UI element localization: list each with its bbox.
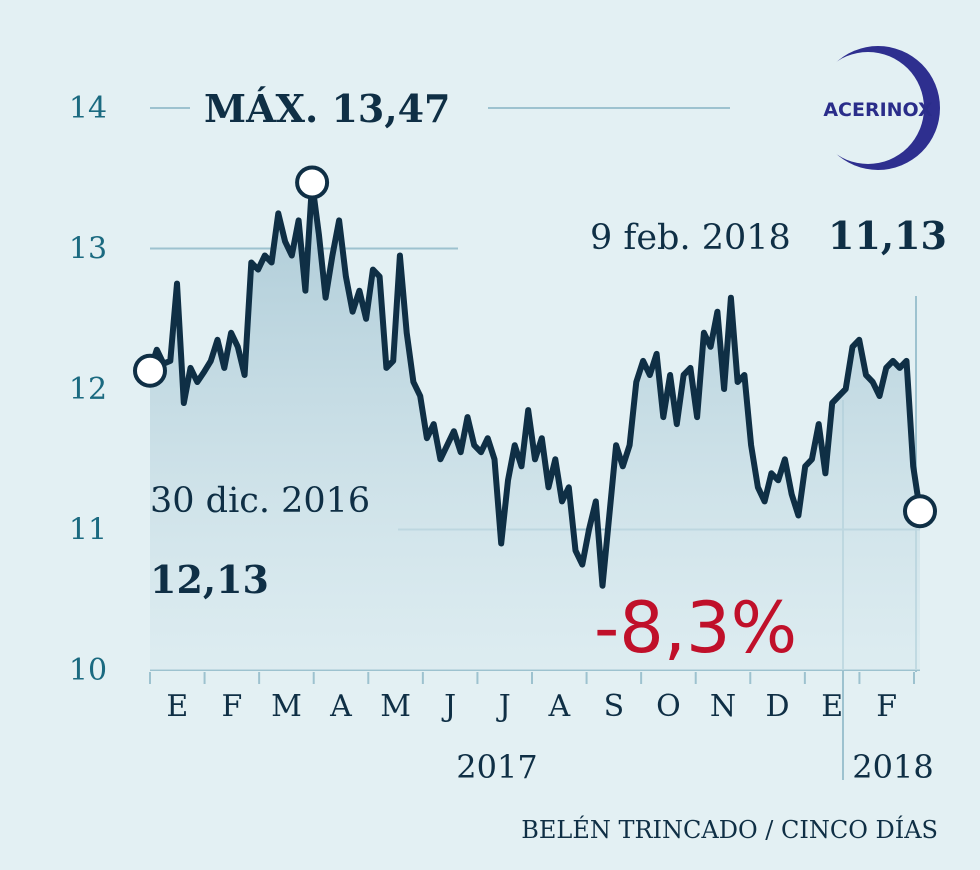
month-label-6: J <box>496 689 511 724</box>
month-label-9: O <box>656 689 681 724</box>
y-axis: 10 11 12 13 14 <box>69 91 107 688</box>
start-date-label: 30 dic. 2016 <box>150 481 370 521</box>
month-label-13: F <box>876 689 897 724</box>
end-marker <box>903 494 937 529</box>
change-label: -8,3% <box>594 587 797 669</box>
month-label-10: N <box>710 689 736 724</box>
logo-inner <box>812 52 924 164</box>
year-label-2018: 2018 <box>852 748 933 786</box>
end-date-label: 9 feb. 2018 <box>590 218 791 258</box>
month-label-1: F <box>221 689 242 724</box>
y-tick-label-14: 14 <box>69 91 107 126</box>
price-area <box>150 182 920 670</box>
month-label-11: D <box>766 689 790 724</box>
price-line <box>147 179 923 589</box>
markers <box>133 165 937 529</box>
month-label-0: E <box>166 689 188 724</box>
y-tick-label-11: 11 <box>69 513 107 548</box>
max-label: MÁX. 13,47 <box>204 86 450 131</box>
logo-text: ACERINOX <box>823 99 933 121</box>
y-tick-label-13: 13 <box>69 232 107 267</box>
year-label-2017: 2017 <box>456 748 537 786</box>
y-tick-label-10: 10 <box>69 653 107 688</box>
price-line-path <box>147 179 923 589</box>
credit-text: BELÉN TRINCADO / CINCO DÍAS <box>521 815 938 844</box>
y-tick-label-12: 12 <box>69 372 107 407</box>
month-label-3: A <box>329 689 352 724</box>
end-value-label: 11,13 <box>828 213 947 258</box>
month-label-5: J <box>441 689 456 724</box>
max-marker <box>295 165 330 200</box>
month-label-2: M <box>271 689 302 724</box>
acerinox-logo: ACERINOX <box>812 46 940 170</box>
start-marker <box>133 353 167 388</box>
month-label-4: M <box>380 689 411 724</box>
start-value-label: 12,13 <box>150 557 269 602</box>
month-label-12: E <box>821 689 843 724</box>
month-label-8: S <box>604 689 625 724</box>
area-fill <box>150 182 920 670</box>
month-label-7: A <box>547 689 570 724</box>
